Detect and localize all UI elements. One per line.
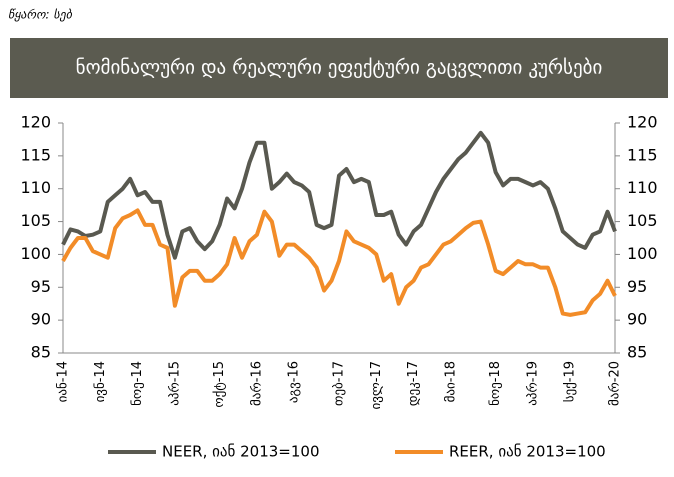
chart-title: ნომინალური და რეალური ეფექტური გაცვლითი … <box>76 57 603 79</box>
y2-tick-label: 110 <box>627 178 658 197</box>
y-tick-label: 85 <box>31 343 51 362</box>
x-tick-label: ნოე-14 <box>130 361 145 406</box>
y-tick-label: 95 <box>31 277 51 296</box>
y-tick-label: 115 <box>20 145 51 164</box>
x-tick-label: აპრ-15 <box>167 361 182 406</box>
y2-tick-label: 95 <box>627 277 647 296</box>
legend-label: NEER, იან 2013=100 <box>162 443 320 461</box>
title-band <box>10 38 668 98</box>
y2-tick-label: 115 <box>627 145 658 164</box>
y2-tick-label: 85 <box>627 343 647 362</box>
x-tick-label: ნოე-18 <box>488 361 503 406</box>
y2-tick-label: 120 <box>627 113 658 132</box>
x-tick-label: ივლ-17 <box>369 361 384 409</box>
x-tick-label: აგვ-16 <box>287 361 302 403</box>
series-line <box>61 130 617 260</box>
series-line <box>61 208 617 317</box>
y-tick-label: 120 <box>20 113 51 132</box>
source: წყარო: სებ <box>8 8 73 22</box>
y-tick-label: 90 <box>31 310 51 329</box>
y2-tick-label: 105 <box>627 211 658 230</box>
x-tick-label: ოქტ-15 <box>212 361 227 408</box>
y-tick-label: 100 <box>20 244 51 263</box>
y2-tick-label: 100 <box>627 244 658 263</box>
x-tick-label: თებ-17 <box>332 361 347 406</box>
x-tick-label: მარ-16 <box>249 361 264 406</box>
x-tick-label: აპრ-19 <box>525 361 540 406</box>
x-tick-label: იან-14 <box>56 361 71 402</box>
x-tick-label: მარ-20 <box>608 361 623 406</box>
x-tick-label: სექ-19 <box>563 361 578 402</box>
y-tick-label: 110 <box>20 178 51 197</box>
x-tick-label: ივნ-14 <box>93 361 108 402</box>
legend-label: REER, იან 2013=100 <box>449 443 606 461</box>
y2-tick-label: 90 <box>627 310 647 329</box>
y-tick-label: 105 <box>20 211 51 230</box>
x-tick-label: მაი-18 <box>443 361 458 402</box>
x-tick-label: დეკ-17 <box>406 361 421 406</box>
